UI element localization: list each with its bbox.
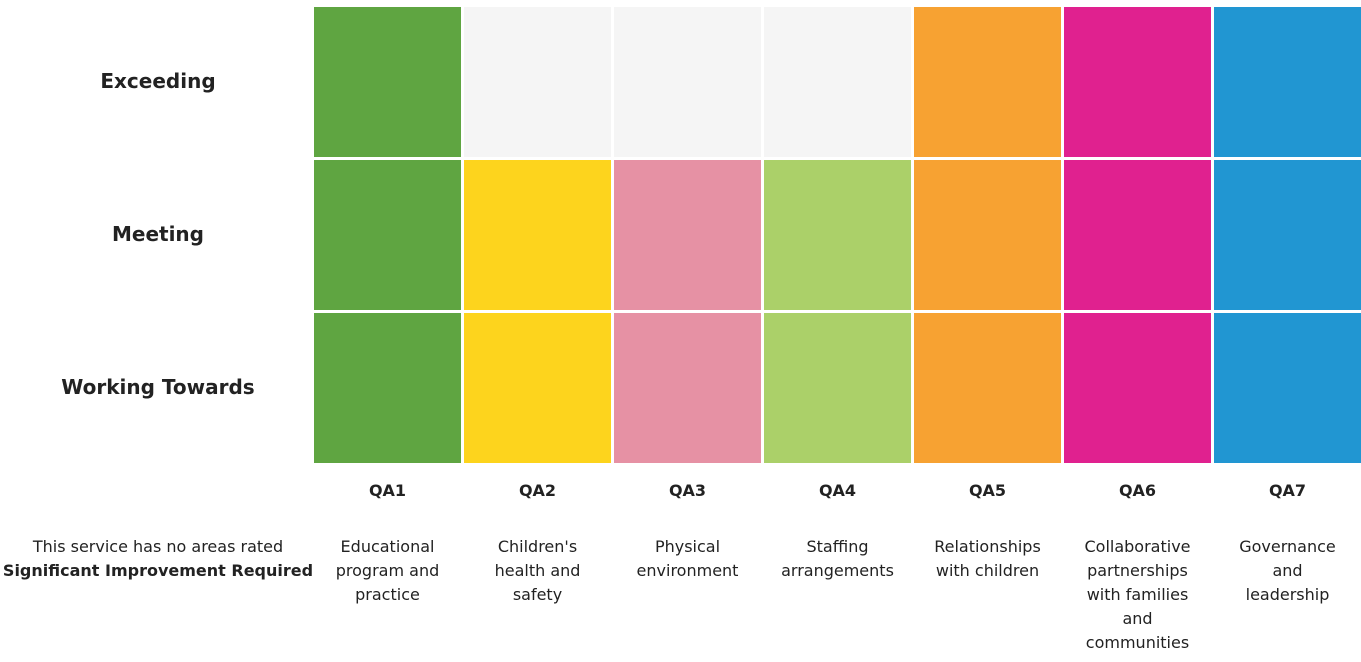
column-description-qa3: Physical environment — [636, 537, 739, 580]
row-label-exceeding: Exceeding — [100, 69, 216, 93]
cell-qa7-working-towards — [1214, 313, 1361, 463]
column-label-qa6: QA6 — [1118, 481, 1157, 500]
cell-qa6-meeting — [1064, 160, 1211, 310]
column-label-qa2: QA2 — [518, 481, 557, 500]
cell-qa4-working-towards — [764, 313, 911, 463]
cell-qa5-meeting — [914, 160, 1061, 310]
cell-qa5-exceeding — [914, 7, 1061, 157]
row-label-working-towards: Working Towards — [61, 375, 255, 399]
cell-qa3-working-towards — [614, 313, 761, 463]
cell-qa2-exceeding — [464, 7, 611, 157]
row-label-meeting: Meeting — [111, 222, 204, 246]
cell-qa3-exceeding — [614, 7, 761, 157]
column-description-qa5: Relationships with children — [934, 537, 1041, 580]
footnote-text: This service has no areas rated — [32, 537, 284, 556]
column-label-qa3: QA3 — [668, 481, 707, 500]
cell-qa5-working-towards — [914, 313, 1061, 463]
footnote-bold-text: Significant Improvement Required — [2, 561, 314, 580]
column-description-qa4: Staffing arrangements — [781, 537, 894, 580]
column-label-qa7: QA7 — [1268, 481, 1307, 500]
cell-qa7-exceeding — [1214, 7, 1361, 157]
cell-qa1-exceeding — [314, 7, 461, 157]
cell-qa4-exceeding — [764, 7, 911, 157]
column-description-qa6: Collaborative partnerships with families… — [1084, 537, 1191, 652]
column-label-qa1: QA1 — [368, 481, 407, 500]
cell-qa3-meeting — [614, 160, 761, 310]
column-description-qa2: Children's health and safety — [494, 537, 581, 604]
footnote: This service has no areas rated Signific… — [0, 535, 316, 583]
cell-qa2-meeting — [464, 160, 611, 310]
cell-qa7-meeting — [1214, 160, 1361, 310]
column-label-qa4: QA4 — [818, 481, 857, 500]
cell-qa2-working-towards — [464, 313, 611, 463]
column-description-qa7: Governance and leadership — [1239, 537, 1336, 604]
cell-qa1-working-towards — [314, 313, 461, 463]
column-label-qa5: QA5 — [968, 481, 1007, 500]
cell-qa4-meeting — [764, 160, 911, 310]
cell-qa6-exceeding — [1064, 7, 1211, 157]
cell-qa6-working-towards — [1064, 313, 1211, 463]
column-description-qa1: Educational program and practice — [335, 537, 440, 604]
cell-qa1-meeting — [314, 160, 461, 310]
